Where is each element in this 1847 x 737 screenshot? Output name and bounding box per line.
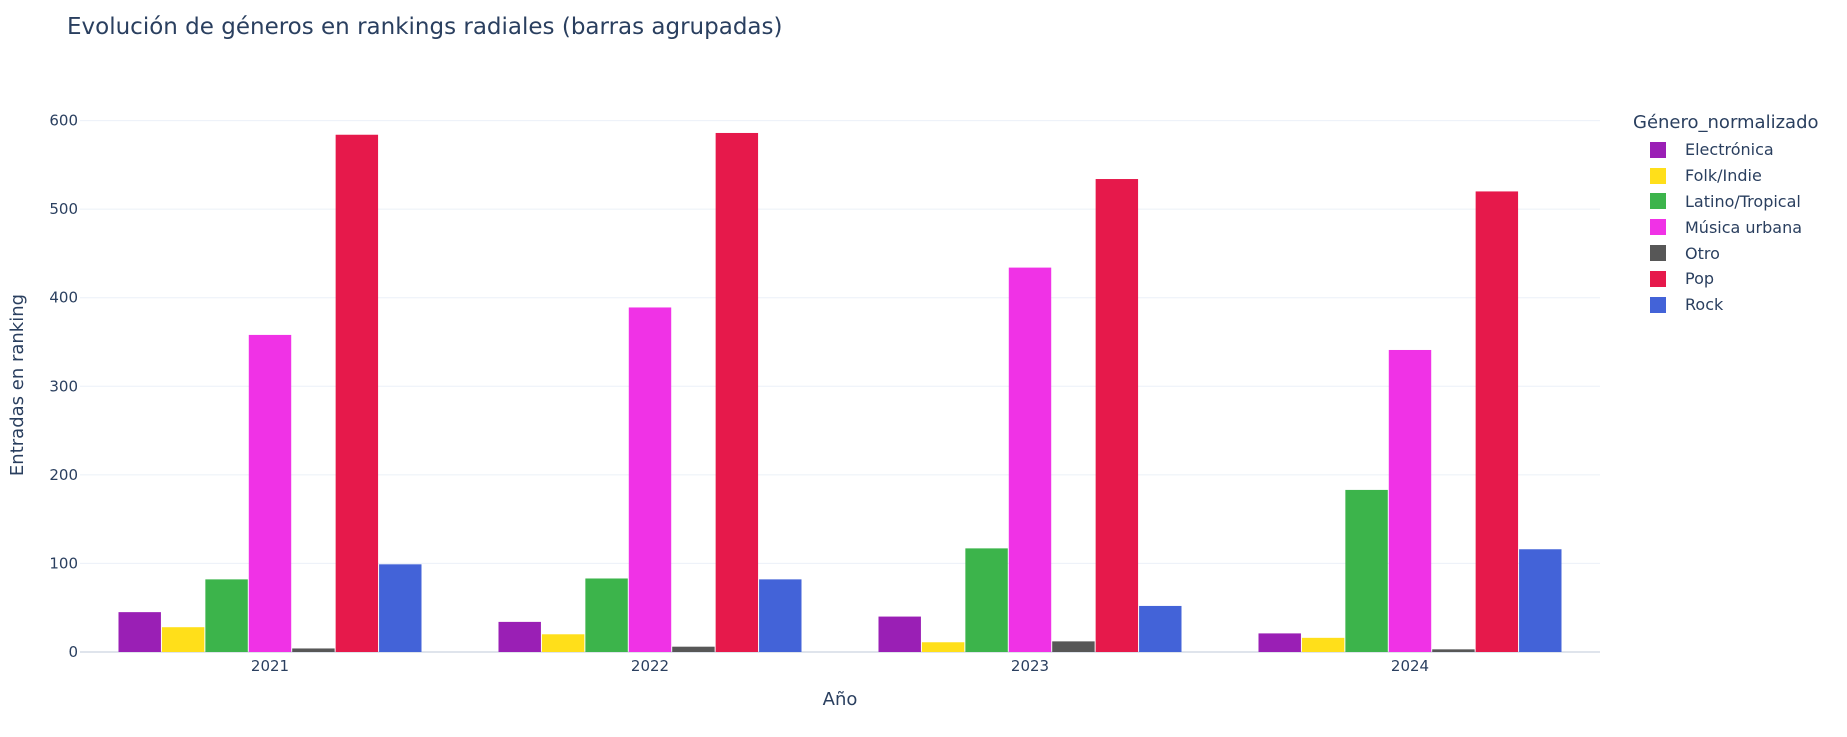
bar[interactable] — [1008, 267, 1052, 652]
bar[interactable] — [1258, 633, 1301, 652]
legend-label: Folk/Indie — [1685, 166, 1762, 186]
legend-item[interactable]: Otro — [1633, 240, 1819, 266]
legend-title: Género_normalizado — [1633, 112, 1819, 133]
x-tick-label: 2023 — [1011, 657, 1049, 675]
bar[interactable] — [1432, 649, 1475, 652]
legend-swatch — [1650, 219, 1666, 236]
bar[interactable] — [335, 134, 379, 652]
bar[interactable] — [379, 564, 422, 652]
bar[interactable] — [921, 642, 965, 652]
bar[interactable] — [205, 579, 248, 652]
legend: Género_normalizado Electrónica Folk/Indie… — [1633, 112, 1819, 318]
y-tick-label: 600 — [49, 112, 78, 130]
legend-swatch — [1650, 141, 1666, 158]
y-axis-ticks: 0 100 200 300 400 500 600 — [49, 112, 78, 661]
legend-item[interactable]: Rock — [1633, 292, 1819, 318]
bar[interactable] — [498, 621, 541, 652]
legend-swatch — [1650, 193, 1666, 210]
legend-label: Música urbana — [1685, 217, 1803, 237]
legend-label: Latino/Tropical — [1685, 191, 1801, 211]
chart-title: Evolución de géneros en rankings radiale… — [67, 14, 783, 40]
legend-item[interactable]: Latino/Tropical — [1633, 189, 1819, 215]
bar[interactable] — [248, 334, 292, 652]
legend-swatch — [1650, 270, 1666, 287]
bar[interactable] — [1345, 489, 1388, 652]
bar[interactable] — [1519, 549, 1562, 652]
y-tick-label: 300 — [49, 377, 78, 395]
y-tick-label: 200 — [49, 466, 78, 484]
x-axis-ticks: 2021 2022 2023 2024 — [251, 657, 1429, 675]
bar[interactable] — [1052, 641, 1095, 652]
bar[interactable] — [715, 132, 759, 652]
y-tick-label: 0 — [68, 643, 78, 661]
legend-label: Rock — [1685, 295, 1724, 315]
y-tick-label: 100 — [49, 554, 78, 572]
bar[interactable] — [118, 612, 161, 652]
bar[interactable] — [759, 579, 802, 652]
legend-item[interactable]: Música urbana — [1633, 214, 1819, 240]
bar[interactable] — [628, 307, 672, 652]
legend-swatch — [1650, 245, 1666, 262]
bar[interactable] — [292, 648, 335, 652]
bar[interactable] — [1095, 179, 1139, 652]
y-tick-label: 500 — [49, 200, 78, 218]
legend-item[interactable]: Pop — [1633, 266, 1819, 292]
legend-swatch — [1650, 167, 1666, 184]
y-tick-label: 400 — [49, 289, 78, 307]
bar[interactable] — [585, 578, 628, 652]
bar[interactable] — [1388, 349, 1432, 652]
bars — [118, 132, 1562, 652]
bar[interactable] — [1475, 191, 1519, 652]
bar[interactable] — [1139, 605, 1182, 652]
bar[interactable] — [672, 646, 715, 652]
bar[interactable] — [161, 627, 205, 652]
x-tick-label: 2022 — [631, 657, 669, 675]
legend-label: Otro — [1685, 243, 1720, 263]
legend-item[interactable]: Folk/Indie — [1633, 163, 1819, 189]
legend-label: Electrónica — [1685, 140, 1774, 160]
x-axis-label: Año — [823, 689, 858, 710]
bar[interactable] — [1301, 637, 1345, 652]
y-axis-label: Entradas en ranking — [7, 294, 28, 476]
x-tick-label: 2024 — [1391, 657, 1429, 675]
legend-item[interactable]: Electrónica — [1633, 137, 1819, 163]
x-tick-label: 2021 — [251, 657, 289, 675]
legend-label: Pop — [1685, 269, 1715, 289]
legend-swatch — [1650, 296, 1666, 313]
bar[interactable] — [541, 634, 585, 652]
bar[interactable] — [965, 548, 1008, 652]
bar[interactable] — [878, 616, 921, 652]
